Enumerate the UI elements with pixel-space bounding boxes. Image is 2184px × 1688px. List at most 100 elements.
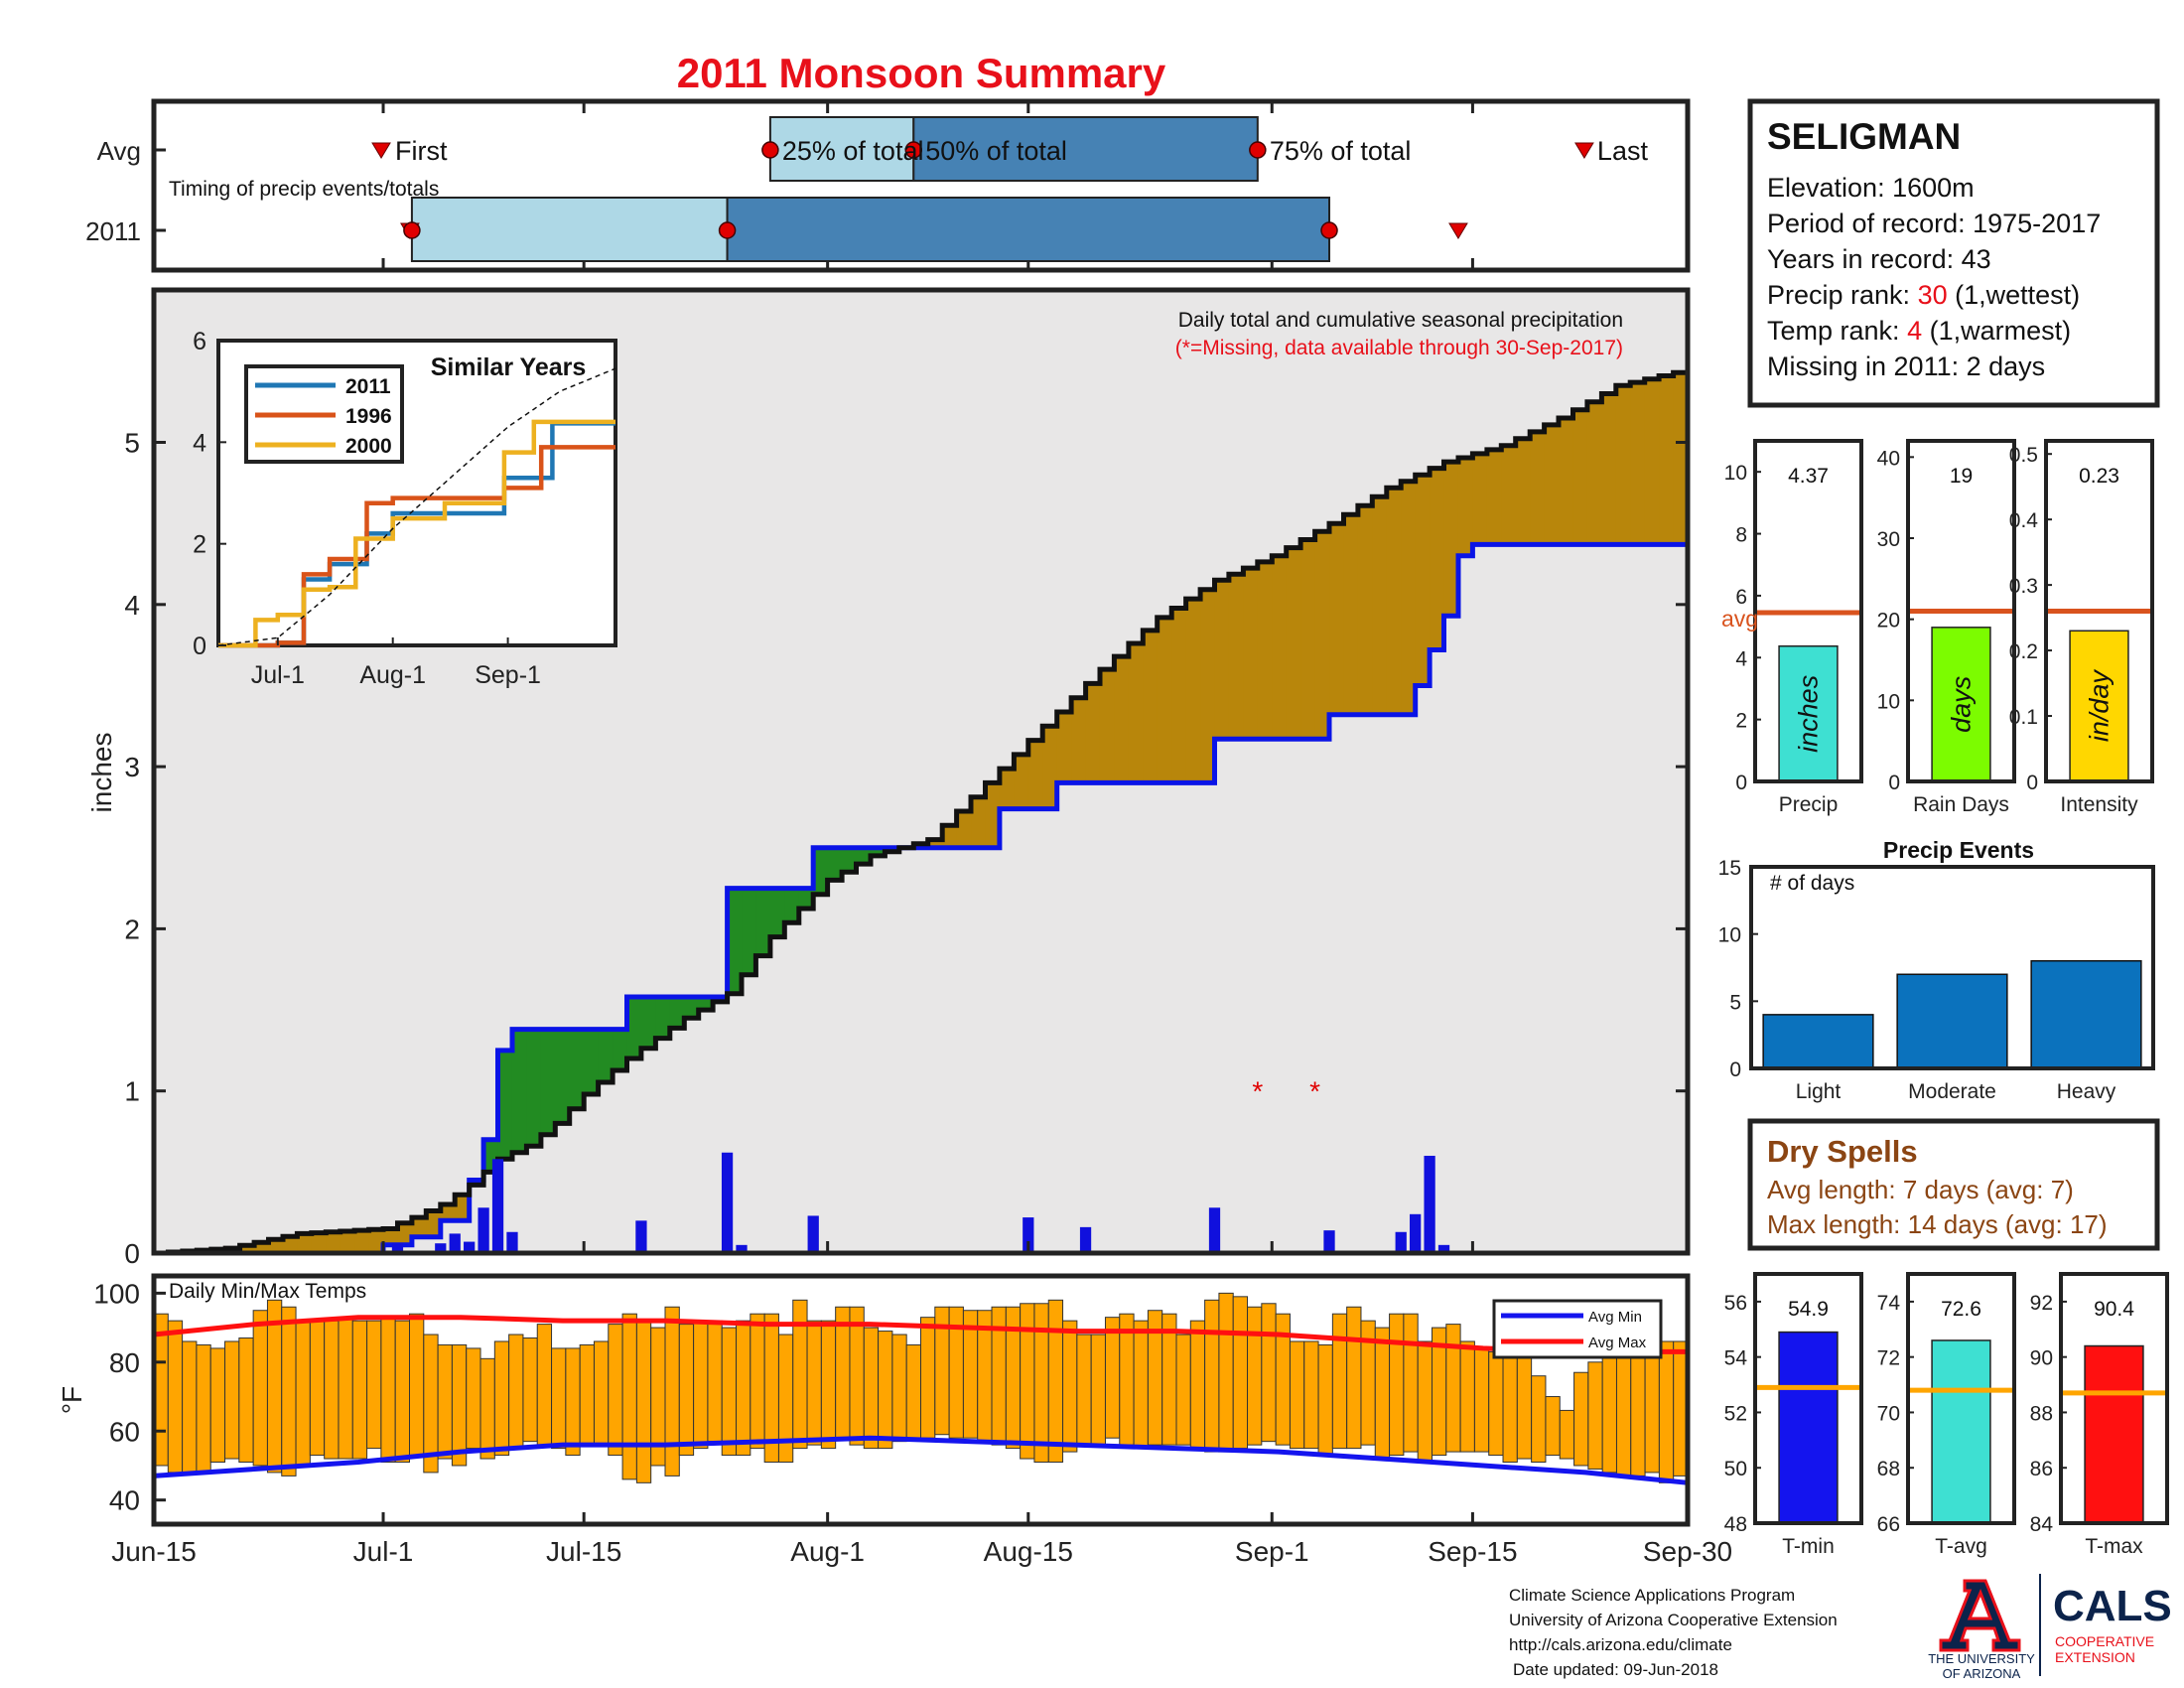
daily-temp-bar [1133,1320,1149,1450]
above-average-fill [326,1231,341,1253]
station-temp-rank: Temp rank: 4 (1,warmest) [1767,316,2071,346]
daily-temp-bar [1502,1340,1518,1463]
daily-temp-bar [1331,1313,1348,1450]
above-average-fill [411,1217,427,1237]
stat-value-label: 54.9 [1788,1298,1829,1321]
x-tick-label: Jul-15 [546,1536,621,1567]
daily-temp-bar [1289,1340,1305,1450]
stat-y-tick-label: 10 [1877,690,1900,713]
daily-temp-bar [707,1320,723,1443]
daily-temp-bar [1644,1343,1660,1474]
events-y-tick-label: 5 [1729,991,1741,1014]
below-average-fill [798,888,814,909]
above-average-fill [383,1228,399,1245]
daily-temp-bar [1346,1306,1362,1450]
inset-x-tick-label: Jul-1 [251,661,305,689]
above-average-fill [397,1222,413,1245]
stat-y-tick-label: 4 [1735,647,1747,670]
dry-spells-box: Dry Spells Avg length: 7 days (avg: 7) M… [1747,1118,2160,1251]
above-average-fill [1644,378,1660,545]
above-average-fill [1128,642,1144,783]
above-average-fill [1357,505,1373,715]
below-average-fill [497,1050,513,1160]
daily-temp-bar [1020,1303,1035,1460]
temps-y-axis-label: °F [57,1386,87,1414]
intensity-panel: 0 0.1 0.2 0.3 0.4 0.5 0.23 in/day Intensity [2009,439,2154,816]
timing-75-label: 75% of total [1270,136,1412,166]
above-average-fill [1673,372,1689,545]
main-y-tick-label: 5 [124,428,140,459]
above-average-fill [1630,382,1646,545]
above-average-fill [1228,574,1244,740]
daily-temp-bar [1317,1343,1333,1457]
stat-y-tick-label: 72 [1877,1347,1900,1370]
above-average-fill [999,769,1015,809]
stat-y-tick-label: 0.5 [2009,444,2038,467]
daily-temp-bar [1587,1361,1603,1470]
stat-y-tick-label: 86 [2030,1458,2053,1480]
above-average-fill [1472,453,1488,545]
daily-temp-bar [196,1343,211,1474]
above-average-fill [440,1204,456,1221]
above-average-fill [1071,697,1087,783]
inset-y-tick-label: 0 [193,633,206,660]
x-tick-label: Sep-1 [1235,1536,1309,1567]
station-years: Years in record: 43 [1767,244,1991,274]
above-average-fill [1372,496,1388,715]
daily-temp-bar [1218,1292,1234,1453]
daily-temp-bar [536,1324,553,1446]
event-category-label: Heavy [2057,1080,2116,1103]
logo-cals-line2: EXTENSION [2055,1649,2135,1665]
inset-legend-label: 2011 [345,375,391,398]
daily-temp-bar [1062,1320,1078,1453]
below-average-fill [526,1029,542,1147]
below-average-fill [827,847,843,881]
timing-triangle-marker [1574,142,1594,159]
event-bar-light [1762,1014,1874,1069]
daily-temp-bar [1531,1375,1547,1464]
inset-legend-label: 1996 [345,405,392,428]
below-average-fill [755,888,771,956]
below-average-fill [727,888,743,994]
daily-precip-bar [435,1243,447,1253]
stat-axis-label: T-max [2085,1535,2143,1558]
stat-panel-frame [1906,1272,2016,1525]
above-average-fill [1272,555,1288,740]
above-average-fill [1544,424,1560,545]
daily-temp-bar [905,1343,922,1439]
main-note-line1: Daily total and cumulative seasonal prec… [1178,309,1623,332]
below-average-fill [511,1029,528,1153]
daily-temp-bar [806,1320,822,1446]
stat-axis-label: Precip [1779,793,1839,816]
stat-bar [2069,630,2129,782]
daily-temp-bar [849,1306,865,1446]
daily-temp-bar [437,1343,453,1460]
temperature-panel: Daily Min/Max Temps 40 60 80 100 °F Avg Min… [57,1273,1732,1567]
below-average-fill [655,996,671,1039]
station-missing: Missing in 2011: 2 days [1767,352,2045,381]
stat-y-tick-label: 0.2 [2009,640,2038,663]
below-average-fill [669,996,685,1029]
above-average-fill [942,825,958,848]
temps-legend: Avg Min Avg Max [1492,1299,1663,1359]
events-y-tick-label: 0 [1729,1058,1741,1081]
stat-y-tick-label: 20 [1877,610,1900,633]
station-info-box: SELIGMAN Elevation: 1600m Period of reco… [1747,98,2160,408]
above-average-fill [1486,449,1502,545]
daily-temp-bar [238,1337,254,1463]
daily-temp-bar [451,1343,468,1467]
stat-value-label: 19 [1950,465,1973,488]
daily-precip-bar [1208,1207,1221,1253]
stat-y-tick-label: 0 [1735,772,1747,794]
precip-total-panel: 0 2 4 6 8 10 4.37 inches Precip avg [1721,439,1863,816]
avg-min-temp-line [153,1435,1689,1485]
stat-y-tick-label: 30 [1877,528,1900,551]
stat-y-tick-label: 74 [1877,1292,1901,1315]
x-tick-label: Jul-1 [353,1536,414,1567]
footer-line4: Date updated: 09-Jun-2018 [1513,1660,1718,1679]
above-average-fill [1615,385,1631,545]
event-bar-moderate [1896,973,2008,1069]
main-y-tick-label: 1 [124,1076,140,1107]
below-average-fill [856,847,872,865]
below-average-fill [784,888,800,923]
